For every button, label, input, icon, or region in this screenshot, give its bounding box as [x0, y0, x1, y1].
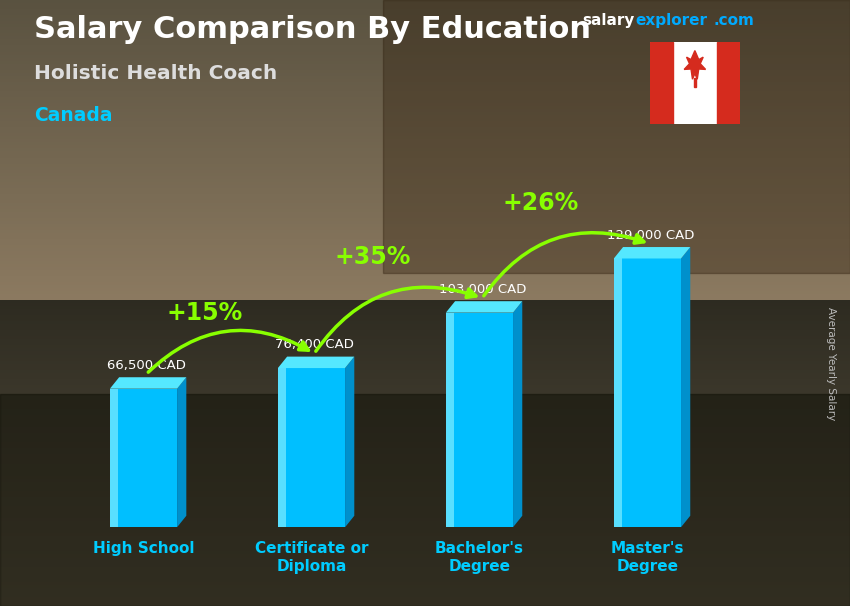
FancyBboxPatch shape — [278, 368, 345, 527]
Text: Canada: Canada — [34, 106, 112, 125]
Polygon shape — [614, 247, 690, 259]
Bar — [614, 259, 622, 527]
FancyBboxPatch shape — [446, 313, 513, 527]
Polygon shape — [278, 356, 354, 368]
Text: 129,000 CAD: 129,000 CAD — [607, 229, 694, 242]
Bar — [446, 313, 454, 527]
Polygon shape — [681, 247, 690, 527]
Text: salary: salary — [582, 13, 635, 28]
Bar — [382, 0, 850, 273]
Text: .com: .com — [713, 13, 754, 28]
FancyBboxPatch shape — [614, 259, 681, 527]
Polygon shape — [345, 356, 354, 527]
Bar — [278, 368, 286, 527]
Text: 103,000 CAD: 103,000 CAD — [439, 283, 526, 296]
Bar — [694, 78, 696, 87]
Bar — [717, 42, 740, 124]
Text: explorer: explorer — [636, 13, 708, 28]
Bar — [110, 388, 118, 527]
Polygon shape — [177, 377, 186, 527]
Text: Average Yearly Salary: Average Yearly Salary — [826, 307, 836, 420]
Text: 76,400 CAD: 76,400 CAD — [275, 338, 354, 351]
Text: +15%: +15% — [167, 301, 243, 325]
Text: Holistic Health Coach: Holistic Health Coach — [34, 64, 277, 82]
Text: 66,500 CAD: 66,500 CAD — [107, 359, 185, 372]
Polygon shape — [684, 51, 705, 79]
Text: Salary Comparison By Education: Salary Comparison By Education — [34, 15, 591, 44]
Polygon shape — [446, 301, 522, 313]
Polygon shape — [110, 377, 186, 388]
Polygon shape — [513, 301, 522, 527]
Bar — [0, 394, 850, 606]
FancyBboxPatch shape — [110, 388, 177, 527]
Text: +35%: +35% — [335, 245, 411, 270]
Text: +26%: +26% — [503, 191, 579, 215]
Bar — [650, 42, 672, 124]
